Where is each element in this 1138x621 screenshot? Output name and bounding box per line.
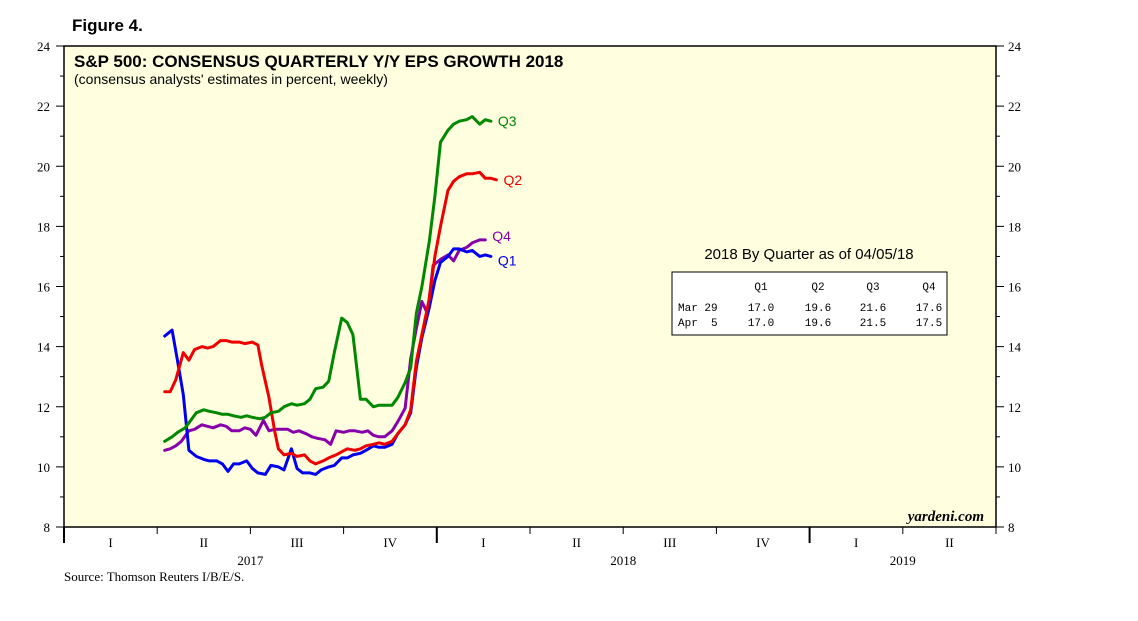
y-tick-label-left: 12	[37, 400, 50, 415]
table-cell: 21.6	[860, 303, 886, 315]
table-header: Q3	[866, 282, 879, 294]
x-year-label: 2019	[890, 553, 916, 568]
x-quarter-label: III	[663, 535, 676, 550]
watermark: yardeni.com	[906, 509, 984, 525]
table-row-date: Apr 5	[678, 318, 718, 330]
x-quarter-label: IV	[756, 535, 770, 550]
series-label-q3: Q3	[498, 113, 517, 129]
y-tick-label-left: 14	[37, 340, 51, 355]
series-labels: Q4 Q1 Q2 Q3	[492, 113, 522, 268]
series-lines	[163, 115, 498, 476]
series-line-q2	[163, 170, 498, 466]
y-tick-label-left: 22	[37, 99, 50, 114]
x-quarter-label: II	[945, 535, 954, 550]
y-tick-label-right: 22	[1008, 99, 1021, 114]
y-tick-label-left: 24	[37, 39, 51, 54]
table-cells: Q1 Q2 Q3 Q4 Mar 29 17.0 19.6 21.6 17.6 Apr 5 17.0 1…	[678, 282, 942, 330]
series-label-q4: Q4	[492, 228, 511, 244]
x-quarter-label: III	[291, 535, 304, 550]
x-quarter-label: II	[572, 535, 581, 550]
y-tick-label-right: 12	[1008, 400, 1021, 415]
source-note: Source: Thomson Reuters I/B/E/S.	[64, 569, 245, 584]
x-year-label: 2018	[610, 553, 636, 568]
y-tick-label-right: 14	[1008, 340, 1022, 355]
y-tick-label-left: 16	[37, 280, 51, 295]
y-tick-label-left: 18	[37, 219, 50, 234]
series-line-q3	[163, 115, 493, 443]
x-year-label: 2017	[237, 553, 264, 568]
table-row-date: Mar 29	[678, 303, 718, 315]
series-label-q2: Q2	[503, 172, 522, 188]
y-axis-left: 8 10 12 14 16 18 20 22 24	[37, 39, 64, 535]
table-cell: 17.6	[916, 303, 942, 315]
y-tick-label-right: 10	[1008, 460, 1021, 475]
y-tick-label-right: 24	[1008, 39, 1022, 54]
x-quarter-label: I	[481, 535, 485, 550]
data-table: 2018 By Quarter as of 04/05/18 Q1 Q2 Q3 Q4 M…	[671, 246, 948, 336]
table-box	[671, 271, 948, 336]
table-header: Q1	[754, 282, 768, 294]
table-cell: 17.5	[916, 318, 942, 330]
y-tick-label-right: 18	[1008, 219, 1021, 234]
x-quarter-label: I	[108, 535, 112, 550]
table-cell: 21.5	[860, 318, 886, 330]
x-quarter-label: I	[854, 535, 858, 550]
series-line-q1	[163, 247, 493, 476]
y-axis-right: 8 10 12 14 16 18 20 22 24	[996, 39, 1022, 535]
figure-label: Figure 4.	[72, 16, 143, 35]
y-tick-label-left: 10	[37, 460, 50, 475]
table-cell: 17.0	[748, 303, 774, 315]
series-label-q1: Q1	[498, 252, 517, 268]
y-tick-label-left: 8	[44, 520, 51, 535]
y-tick-label-right: 16	[1008, 280, 1022, 295]
y-tick-label-right: 8	[1008, 520, 1015, 535]
x-quarter-label: II	[199, 535, 208, 550]
table-title: 2018 By Quarter as of 04/05/18	[704, 246, 913, 263]
table-header: Q4	[922, 282, 936, 294]
chart-subtitle: (consensus analysts' estimates in percen…	[74, 71, 388, 87]
table-cell: 17.0	[748, 318, 774, 330]
table-header: Q2	[811, 282, 824, 294]
y-tick-label-right: 20	[1008, 159, 1021, 174]
table-cell: 19.6	[805, 303, 831, 315]
table-cell: 19.6	[805, 318, 831, 330]
y-tick-label-left: 20	[37, 159, 50, 174]
x-quarter-label: IV	[383, 535, 397, 550]
chart-title: S&P 500: CONSENSUS QUARTERLY Y/Y EPS GRO…	[74, 52, 563, 71]
